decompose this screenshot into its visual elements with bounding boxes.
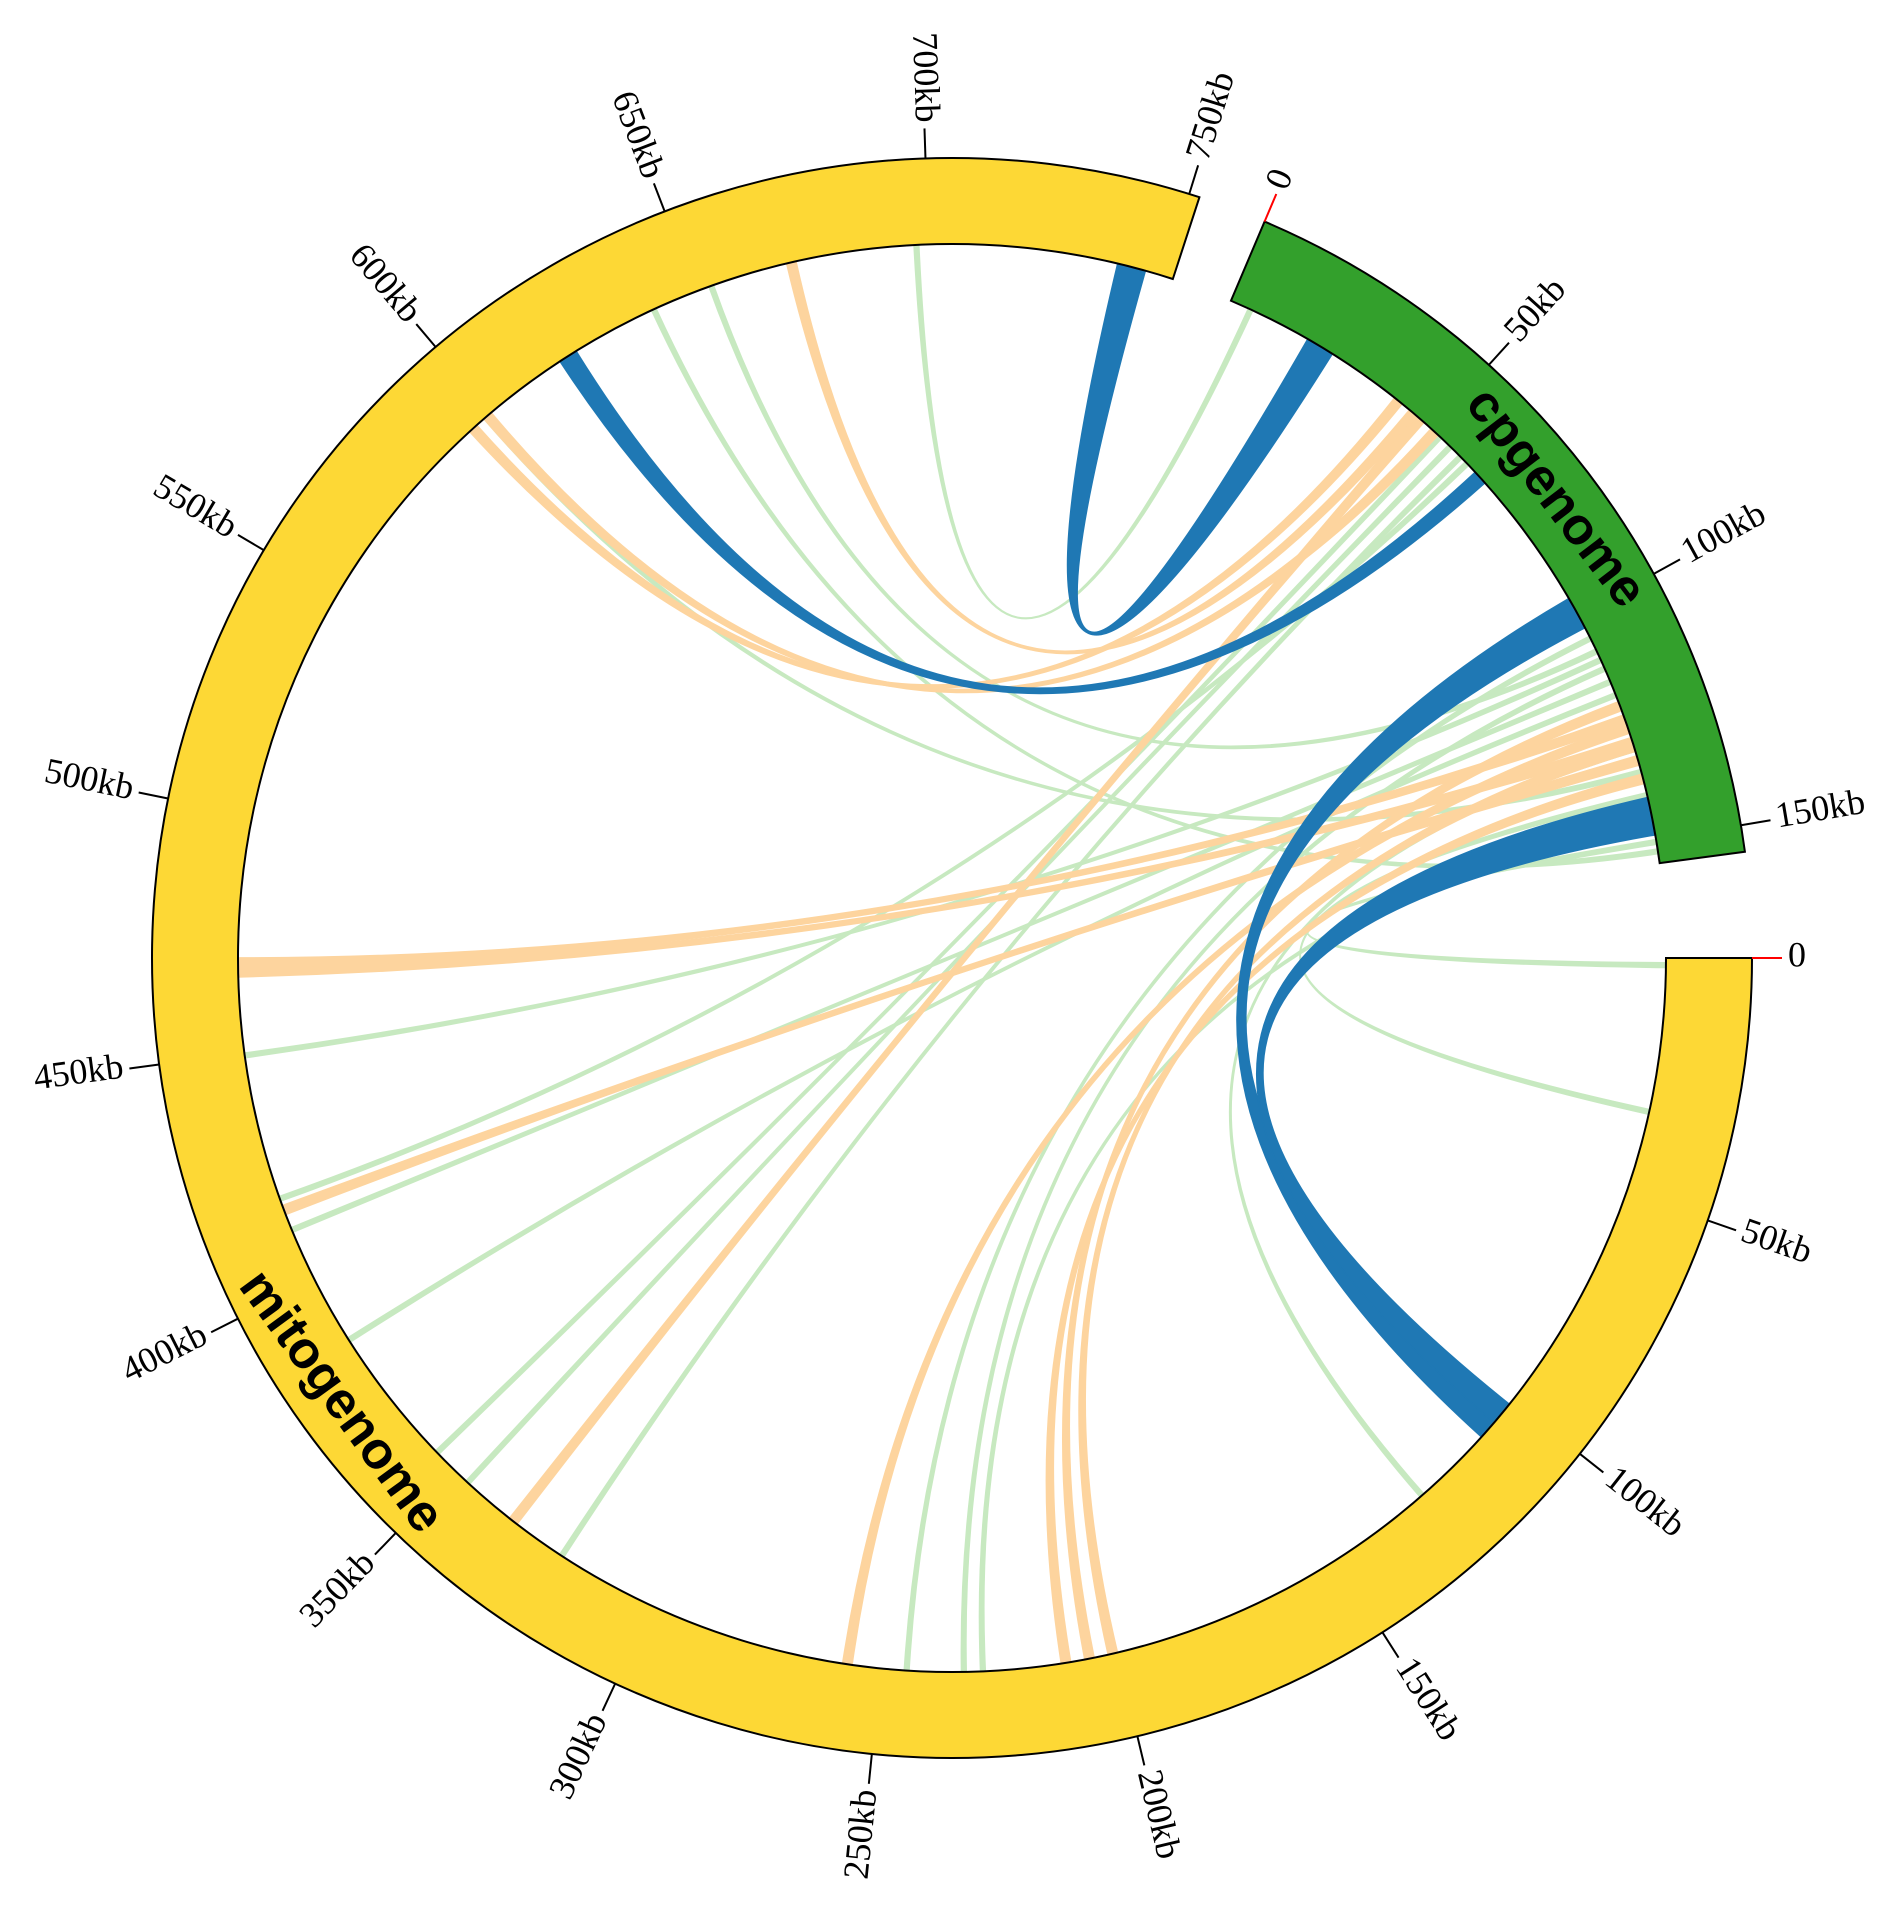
segment [1229, 220, 1747, 865]
tick-label: 250kb [836, 1787, 885, 1881]
tick-label: 450kb [31, 1046, 126, 1098]
tick-label: 50kb [1736, 1210, 1817, 1271]
tick-label: 400kb [115, 1314, 213, 1390]
tick-mark [1188, 165, 1200, 195]
tick-label: 550kb [147, 466, 245, 546]
tick-label: 600kb [342, 235, 431, 330]
tick-mark [867, 1753, 873, 1784]
tick-label: 50kb [1495, 269, 1573, 349]
tick-mark [138, 791, 169, 800]
tick-label: 150kb [1772, 781, 1867, 835]
tick-label: 100kb [1598, 1458, 1693, 1545]
tick-mark [1707, 1219, 1737, 1232]
tick-mark [1740, 819, 1771, 827]
tick-mark [210, 1317, 239, 1334]
segment-label: cpgenome [1455, 376, 1659, 618]
tick-label: 100kb [1674, 492, 1772, 570]
tick-label: 0 [1257, 163, 1301, 195]
tick-mark [1488, 341, 1510, 366]
tick-label: 200kb [1130, 1766, 1190, 1863]
tick-mark [374, 1532, 397, 1556]
tick-mark [1136, 1735, 1146, 1766]
tick-label: 500kb [41, 750, 137, 807]
tick-mark [1653, 558, 1681, 575]
tick-mark [923, 128, 927, 159]
tick-label: 700kb [905, 32, 948, 123]
segment-label: mitogenome [228, 1259, 457, 1543]
tick-label: 350kb [291, 1542, 382, 1634]
tick-mark [601, 1683, 617, 1712]
tick-mark [1263, 193, 1278, 222]
tick-label: 0 [1788, 934, 1806, 974]
tick-mark [652, 183, 666, 212]
tick-mark [1579, 1453, 1604, 1474]
tick-label: 300kb [541, 1706, 615, 1804]
tick-label: 150kb [1388, 1650, 1470, 1747]
tick-mark [415, 323, 437, 348]
tick-mark [1381, 1631, 1400, 1659]
tick-label: 750kb [1177, 67, 1242, 165]
tick-mark [237, 534, 265, 552]
segment [151, 157, 1754, 1759]
tick-label: 650kb [604, 85, 674, 183]
tick-mark [129, 1063, 160, 1070]
